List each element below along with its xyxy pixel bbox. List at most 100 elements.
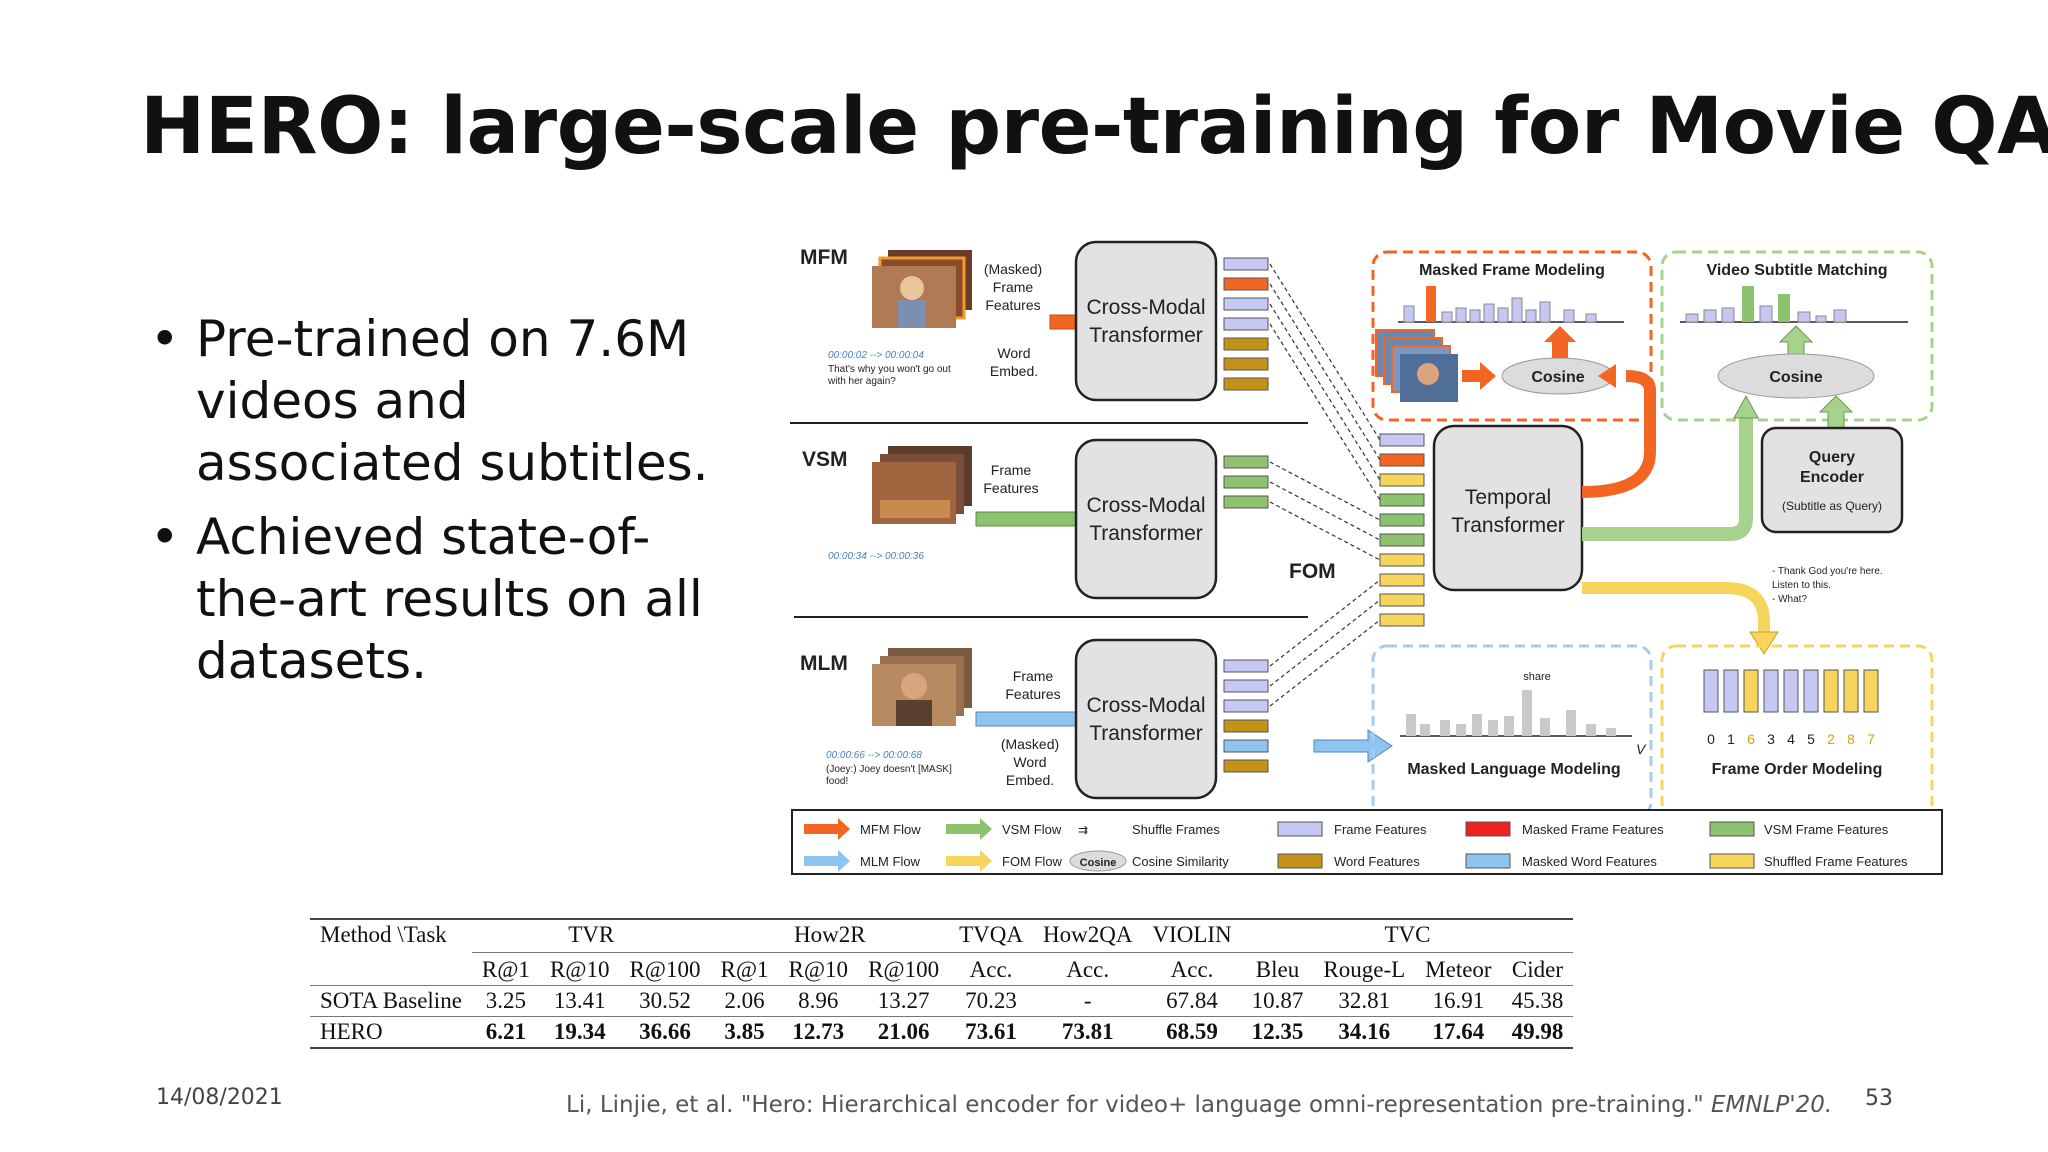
bullet-item: Pre-trained on 7.6M videos and associate… [150, 308, 750, 494]
legend-label: Cosine Similarity [1132, 854, 1229, 869]
value-cell: 34.16 [1313, 1016, 1416, 1049]
table-row: HERO 6.21 19.34 36.66 3.85 12.73 21.06 7… [310, 1016, 1574, 1049]
query-encoder-title: Query Encoder [1800, 449, 1864, 486]
fom-order-digits: 0 1 6 3 4 5 2 8 7 [1707, 731, 1875, 747]
video-thumbnail-vsm [872, 446, 972, 524]
cosine-vsm [1717, 353, 1875, 399]
order-digit: 0 [1707, 731, 1715, 747]
query-subtitle-text: - Thank God you're here. Listen to this. -… [1772, 566, 1883, 605]
value-cell: 3.85 [710, 1016, 779, 1049]
share-label: share [1523, 671, 1551, 683]
vsm-head-title: Video Subtitle Matching [1706, 262, 1887, 279]
metric-header: R@1 [710, 952, 779, 986]
order-digit: 7 [1867, 731, 1875, 747]
input-label-frame-vsm: Frame Features [983, 462, 1038, 496]
metric-header: Acc. [1142, 952, 1242, 986]
slide-date: 14/08/2021 [156, 1085, 283, 1110]
metric-header: Acc. [949, 952, 1033, 986]
metric-header: R@100 [619, 952, 711, 986]
mfm-frame-stack [1375, 329, 1458, 402]
value-cell: 36.66 [619, 1016, 711, 1049]
query-encoder-note: (Subtitle as Query) [1782, 499, 1882, 513]
temporal-transformer [1432, 424, 1584, 592]
mfm-head-title: Masked Frame Modeling [1419, 262, 1605, 279]
cosine-up-arrow-mfm [1544, 326, 1576, 358]
legend-label: Word Features [1334, 854, 1420, 869]
fom-flow-arrow [1582, 582, 1770, 634]
value-cell: 73.81 [1032, 1016, 1143, 1049]
slide-title: HERO: large-scale pre-training for Movie… [140, 82, 2048, 172]
order-digit: 6 [1747, 731, 1755, 747]
query-to-cosine-arrow [1818, 395, 1854, 429]
group-header: How2R [710, 918, 950, 953]
value-cell: 6.21 [471, 1016, 540, 1049]
value-cell: 49.98 [1501, 1016, 1574, 1049]
timestamp-mfm: 00:00:02 --> 00:00:04 [828, 350, 924, 361]
value-cell: 32.81 [1338, 988, 1391, 1013]
metric-header: R@1 [471, 952, 540, 986]
method-cell: SOTA Baseline [320, 988, 462, 1013]
row-tag-mfm: MFM [800, 246, 848, 269]
value-cell: 67.84 [1166, 988, 1218, 1013]
results-table: Method \Task TVR How2R TVQA How2QA VIOLI… [310, 918, 1574, 1049]
mlm-histogram [1400, 690, 1632, 737]
vsm-return-arrow [1582, 416, 1753, 541]
order-digit: 5 [1807, 731, 1815, 747]
legend-label: MFM Flow [860, 822, 921, 837]
mfm-return-arrow [1581, 370, 1656, 498]
citation-text: Li, Linjie, et al. "Hero: Hierarchical e… [566, 1092, 1711, 1118]
cosine-mfm-label: Cosine [1531, 369, 1584, 386]
value-cell: 70.23 [965, 988, 1017, 1013]
mlm-output-arrow [1313, 729, 1393, 763]
value-cell: 16.91 [1432, 988, 1485, 1013]
order-digit: 8 [1847, 731, 1855, 747]
bullet-list: Pre-trained on 7.6M videos and associate… [150, 308, 750, 704]
cross-modal-transformer-3 [1074, 638, 1218, 800]
row-tag-mlm: MLM [800, 652, 848, 675]
method-cell: HERO [310, 1016, 472, 1049]
input-label-frame-mlm: Frame Features [1005, 668, 1060, 702]
features-mfm [1223, 257, 1269, 391]
group-header: TVQA [949, 918, 1033, 953]
fom-label: FOM [1289, 560, 1336, 583]
value-cell: 73.61 [949, 1016, 1033, 1049]
metric-header: R@100 [858, 952, 950, 986]
group-header: TVC [1241, 918, 1574, 953]
legend-label: VSM Frame Features [1764, 822, 1889, 837]
timestamp-vsm: 00:00:34 --> 00:00:36 [828, 551, 924, 562]
value-cell: 2.06 [724, 988, 765, 1013]
legend-label: FOM Flow [1002, 854, 1063, 869]
metric-header: Cider [1501, 952, 1574, 986]
value-cell: 13.41 [553, 988, 606, 1013]
vsm-head-box [1660, 250, 1934, 422]
value-cell: 10.87 [1251, 988, 1304, 1013]
order-digit: 4 [1787, 731, 1795, 747]
shuffled-features-column [1379, 433, 1425, 627]
value-cell: - [1083, 988, 1092, 1013]
legend-label: Shuffled Frame Features [1764, 854, 1908, 869]
metric-header: R@10 [539, 952, 620, 986]
value-cell: 8.96 [798, 988, 839, 1013]
legend-label: MLM Flow [860, 854, 921, 869]
mlm-head-title: Masked Language Modeling [1407, 761, 1620, 778]
input-label-word-mfm: Word Embed. [990, 345, 1038, 379]
shuffle-icon: ⇉ [1078, 823, 1088, 837]
fom-order-bars [1703, 669, 1879, 713]
input-label-word-mlm: (Masked) Word Embed. [1001, 736, 1059, 788]
group-header: TVR [471, 918, 711, 953]
timestamp-mlm: 00:00:66 --> 00:00:68 [826, 750, 922, 761]
value-cell: 19.34 [539, 1016, 620, 1049]
metric-header: Acc. [1032, 952, 1143, 986]
features-vsm [1223, 455, 1269, 509]
legend: MFM Flow VSM Flow ⇉ Shuffle Frames Frame… [804, 818, 1908, 872]
subtitle-mlm: (Joey:) Joey doesn't [MASK] food! [826, 764, 952, 787]
legend-label: Masked Frame Features [1522, 822, 1664, 837]
cross-modal-transformer-2 [1074, 438, 1218, 600]
video-thumbnail-mlm [872, 648, 972, 726]
value-cell: 68.59 [1142, 1016, 1242, 1049]
cosine-up-arrow-vsm [1778, 325, 1814, 359]
group-header: VIOLIN [1142, 918, 1242, 953]
